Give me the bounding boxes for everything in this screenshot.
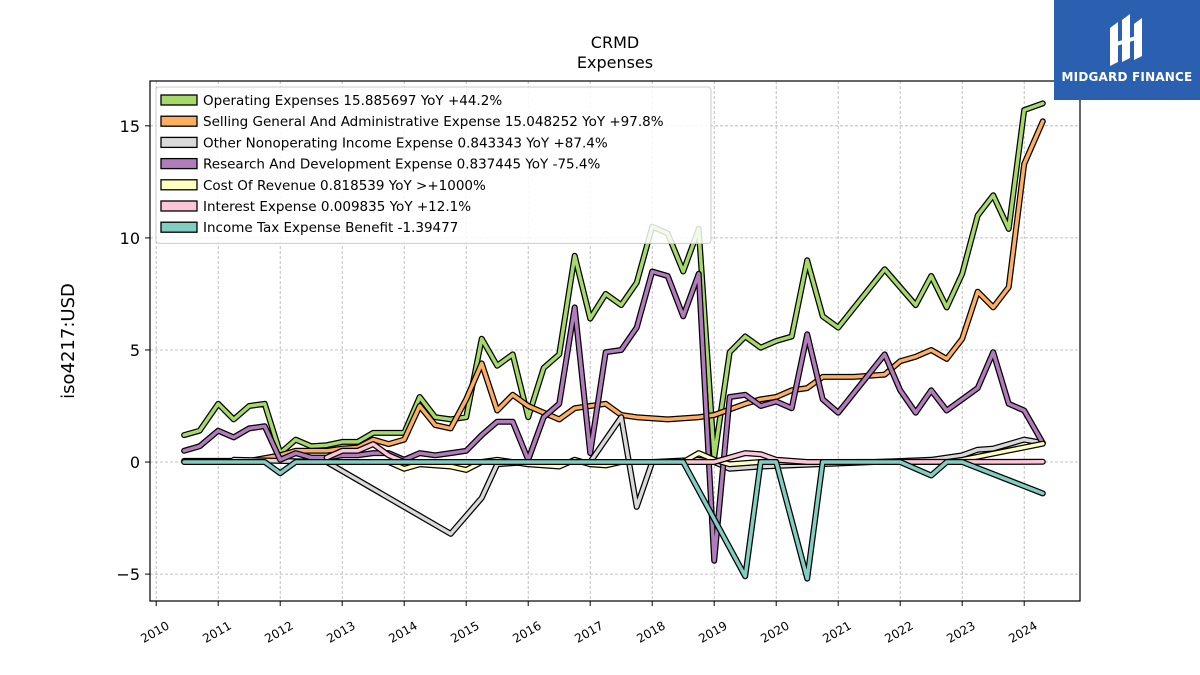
- legend-entry: Research And Development Expense 0.83744…: [203, 157, 601, 173]
- x-tick-label: 2012: [262, 618, 295, 645]
- x-tick-label: 2017: [572, 618, 605, 645]
- series-line-outline: [181, 268, 1046, 564]
- x-tick-label: 2011: [200, 618, 233, 645]
- series-income-tax-expense-benefit: [181, 459, 1046, 582]
- legend-swatch: [160, 200, 198, 212]
- y-tick-label: 0: [130, 453, 140, 472]
- logo-mark-icon: [1110, 14, 1142, 66]
- series-other-nonoperating-income-expense: [230, 414, 1046, 537]
- x-tick-label: 2020: [758, 618, 791, 645]
- x-tick-label: 2019: [696, 618, 729, 645]
- y-tick-label: 5: [130, 341, 140, 360]
- legend-entry: Other Nonoperating Income Expense 0.8433…: [203, 135, 608, 151]
- legend-entry: Cost Of Revenue 0.818539 YoY >+1000%: [203, 178, 486, 194]
- series-research-and-development-expense: [181, 268, 1046, 564]
- legend-swatch: [160, 94, 198, 106]
- x-tick-label: 2023: [944, 618, 977, 645]
- y-tick-label: 10: [120, 229, 140, 248]
- x-tick-label: 2024: [1006, 618, 1039, 645]
- chart-title: CRMD: [591, 33, 639, 52]
- logo-text: MIDGARD FINANCE: [1061, 70, 1193, 84]
- series-line-outline: [230, 414, 1046, 537]
- legend-box: [155, 86, 712, 244]
- legend-entry: Selling General And Administrative Expen…: [203, 114, 664, 130]
- x-tick-label: 2010: [138, 618, 171, 645]
- plot-frame: [149, 80, 1081, 602]
- x-tick-label: 2013: [324, 618, 357, 645]
- legend-entry: Income Tax Expense Benefit -1.39477: [203, 220, 458, 236]
- legend-swatch: [160, 221, 198, 233]
- x-tick-label: 2014: [386, 618, 419, 645]
- series-line-outline: [181, 459, 1046, 582]
- legend-swatch: [160, 157, 198, 170]
- legend-entry: Operating Expenses 15.885697 YoY +44.2%: [203, 93, 502, 109]
- x-tick-label: 2022: [882, 618, 915, 645]
- x-axis: 2010 2011 2012 2013 2014 2015 2016 2017 2018 2019…: [138, 601, 1040, 646]
- series-line: [182, 460, 1045, 581]
- x-tick-label: 2015: [448, 618, 481, 645]
- legend-entry: Interest Expense 0.009835 YoY +12.1%: [203, 199, 471, 215]
- legend-swatch: [160, 136, 198, 149]
- y-axis-label: iso4217:USD: [58, 283, 79, 399]
- series-line: [182, 269, 1045, 563]
- series-line: [182, 101, 1045, 460]
- series-line: [182, 119, 1045, 463]
- chart-subtitle: Expenses: [577, 53, 653, 72]
- y-tick-label: 15: [120, 117, 140, 136]
- y-tick-label: −5: [116, 565, 140, 584]
- x-tick-label: 2016: [510, 618, 543, 645]
- series-lines: [181, 100, 1046, 582]
- y-axis: −5 0 5 10 15: [116, 117, 150, 584]
- series-operating-expenses: [181, 100, 1046, 461]
- legend: Operating Expenses 15.885697 YoY +44.2% S…: [155, 86, 712, 244]
- legend-swatch: [160, 115, 198, 127]
- midgard-finance-logo: MIDGARD FINANCE: [1054, 0, 1200, 100]
- series-selling-general-and-administrative-expense: [181, 118, 1046, 464]
- legend-swatch: [160, 179, 198, 191]
- x-tick-label: 2021: [820, 618, 853, 645]
- x-tick-label: 2018: [634, 618, 667, 645]
